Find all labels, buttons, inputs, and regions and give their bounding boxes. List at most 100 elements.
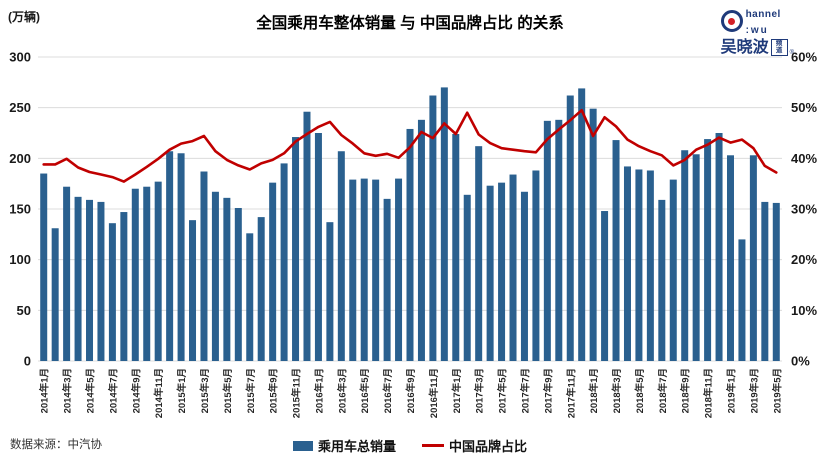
x-axis-tick: 2019年1月: [725, 368, 737, 413]
sales-bar: [612, 140, 620, 361]
sales-bar: [337, 151, 345, 361]
x-axis-tick: 2019年5月: [771, 368, 783, 413]
right-axis-tick: 30%: [791, 202, 817, 217]
sales-bar: [234, 207, 242, 361]
right-axis-tick: 10%: [791, 303, 817, 318]
sales-bar: [543, 120, 551, 361]
logo-word-line2: :wu: [745, 25, 769, 36]
sales-bar: [280, 163, 288, 361]
chart-legend: 乘用车总销量 中国品牌占比: [0, 436, 820, 455]
sales-bar: [154, 181, 162, 361]
x-axis-tick: 2014年11月: [153, 368, 165, 418]
legend-label-sales: 乘用车总销量: [317, 439, 396, 454]
sales-bar: [635, 169, 643, 361]
x-axis-tick: 2016年3月: [336, 368, 348, 413]
right-axis-tick: 60%: [791, 50, 817, 65]
sales-bar: [601, 211, 609, 361]
logo-wordmark: hannel :wu: [720, 5, 794, 37]
sales-bar: [463, 194, 471, 361]
sales-bar: [520, 191, 528, 361]
sales-bar: [498, 182, 506, 361]
sales-bar: [166, 151, 174, 361]
share-line: [42, 108, 778, 183]
sales-bar: [360, 178, 368, 361]
sales-bar: [51, 228, 59, 361]
x-axis-tick: 2018年7月: [657, 368, 669, 413]
sales-bar: [761, 201, 769, 361]
x-axis-tick: 2018年11月: [703, 368, 715, 418]
sales-bar: [97, 201, 105, 361]
x-axis-tick: 2015年1月: [176, 368, 188, 413]
x-axis-tick: 2016年7月: [382, 368, 394, 413]
sales-bar: [475, 146, 483, 361]
sales-bar: [578, 88, 586, 361]
right-axis-tick: 50%: [791, 100, 817, 115]
sales-bar: [223, 197, 231, 361]
x-axis-tick: 2018年5月: [634, 368, 646, 413]
x-axis-tick: 2014年5月: [85, 368, 97, 413]
sales-bar: [692, 154, 700, 361]
sales-bar: [532, 170, 540, 361]
left-axis-tick: 100: [9, 252, 31, 267]
sales-bar: [726, 155, 734, 361]
registered-mark: ®: [789, 50, 794, 56]
left-axis-tick: 0: [24, 354, 31, 369]
left-axis-tick: 150: [9, 202, 31, 217]
sales-bar: [40, 173, 48, 361]
sales-bar: [623, 166, 631, 361]
legend-item-share: 中国品牌占比: [422, 436, 527, 455]
logo-word-line1: hannel: [745, 9, 781, 20]
target-circle-icon: [720, 10, 743, 32]
sales-bar: [749, 155, 757, 361]
sales-bar: [63, 186, 71, 361]
sales-bar: [646, 170, 654, 361]
sales-bar: [772, 202, 780, 361]
sales-bar: [383, 198, 391, 361]
x-axis-tick: 2014年1月: [39, 368, 51, 413]
sales-bar: [269, 182, 277, 361]
x-axis-tick: 2015年11月: [291, 368, 303, 418]
sales-bar: [509, 174, 517, 361]
x-axis-tick: 2017年7月: [519, 368, 531, 413]
x-axis-tick: 2017年9月: [542, 368, 554, 413]
chart-title: 全国乘用车整体销量 与 中国品牌占比 的关系: [256, 15, 564, 32]
data-source-note: 数据来源：中汽协: [10, 439, 102, 451]
x-axis-tick: 2016年5月: [359, 368, 371, 413]
x-axis-tick: 2015年7月: [245, 368, 257, 413]
x-axis-tick: 2017年3月: [474, 368, 486, 413]
x-axis-tick: 2016年9月: [405, 368, 417, 413]
sales-bar: [326, 222, 334, 361]
legend-swatch-bar: [292, 440, 313, 451]
chart-plot-area: 0 0% 50 10% 100 20% 150 30% 200 40% 250 50% 300 60% 20…: [9, 50, 817, 419]
sales-bar: [292, 137, 300, 361]
sales-bar: [131, 188, 139, 361]
logo-name: 吴晓波: [720, 39, 769, 56]
x-axis-tick: 2017年11月: [565, 368, 577, 418]
sales-bar: [715, 133, 723, 361]
sales-bar: [440, 87, 448, 362]
left-axis-tick: 50: [17, 303, 31, 318]
sales-bar: [658, 199, 666, 361]
x-axis-tick: 2015年3月: [199, 368, 211, 413]
sales-bar: [372, 179, 380, 361]
x-axis-tick: 2017年5月: [497, 368, 509, 413]
red-dot-icon: [728, 17, 736, 25]
sales-bar: [120, 212, 128, 361]
sales-bar: [738, 239, 746, 361]
right-axis-tick: 0%: [791, 354, 810, 369]
x-axis-tick: 2016年1月: [313, 368, 325, 413]
sales-bar: [406, 128, 414, 361]
sales-bar: [108, 223, 116, 361]
sales-bar: [314, 133, 322, 361]
left-axis-tick: 200: [9, 151, 31, 166]
sales-bar: [143, 186, 151, 361]
left-axis-tick: 300: [9, 50, 31, 65]
legend-item-sales: 乘用车总销量: [292, 436, 396, 455]
sales-bar: [200, 171, 208, 361]
x-axis-tick: 2018年3月: [611, 368, 623, 413]
sales-bar: [669, 179, 677, 361]
sales-bar: [704, 139, 712, 361]
x-axis-tick: 2018年1月: [588, 368, 600, 413]
sales-bar: [589, 108, 597, 362]
